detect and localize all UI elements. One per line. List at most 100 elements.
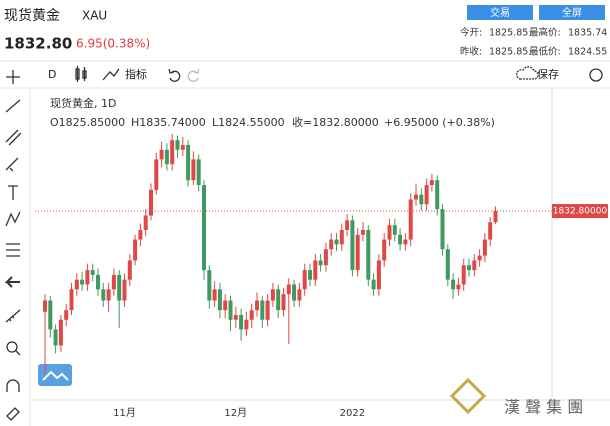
candle-body — [451, 279, 456, 290]
candle-body — [111, 274, 116, 290]
candle-body — [376, 260, 381, 290]
candle-icon[interactable] — [75, 66, 87, 82]
candle-body — [159, 149, 164, 160]
candle-body — [228, 300, 233, 320]
price-tag — [552, 204, 608, 219]
candle-body — [467, 265, 471, 271]
candle-body — [334, 239, 339, 245]
candle-body — [493, 211, 498, 223]
save[interactable]: 保存 — [537, 67, 559, 81]
candle-body — [80, 279, 85, 285]
stat-label: 最高价: — [529, 27, 561, 39]
candle-body — [202, 185, 206, 271]
candle-body — [239, 314, 244, 330]
trade-label[interactable]: 交易 — [490, 6, 510, 19]
candle-body — [186, 144, 191, 181]
candle-body — [308, 270, 312, 280]
candle-body — [392, 225, 397, 235]
candle-body — [286, 284, 291, 295]
candle-body — [445, 249, 450, 280]
candle-body — [69, 289, 74, 311]
candle-body — [255, 300, 259, 311]
candle-body — [101, 289, 106, 301]
candle-body — [398, 234, 403, 245]
stat-value: 1824.55 — [568, 47, 607, 58]
candle-body — [461, 265, 466, 285]
candle-body — [58, 319, 63, 346]
indicators[interactable]: 指标 — [125, 67, 147, 81]
trade-button[interactable] — [467, 5, 533, 20]
candle-body — [440, 209, 445, 250]
candle-body — [387, 225, 392, 240]
candle-body — [191, 159, 196, 181]
stat-value: 1825.85 — [489, 28, 528, 39]
candle-body — [90, 270, 95, 275]
candle-body — [355, 234, 360, 271]
candle-body — [43, 300, 47, 312]
candle-body — [74, 279, 79, 290]
legend-low: L1824.55000 — [212, 116, 285, 129]
change: 6.95(0.38%) — [76, 37, 150, 51]
candle-body — [133, 239, 138, 261]
legend-high: H1835.74000 — [131, 116, 206, 129]
candle-body — [64, 310, 69, 320]
candle-body — [482, 239, 487, 256]
candle-body — [472, 260, 477, 271]
stat-label: 最低价: — [529, 46, 561, 58]
undo[interactable] — [168, 68, 181, 82]
redo[interactable] — [187, 68, 200, 82]
candle-body — [488, 222, 493, 240]
legend-name: 现货黄金, 1D — [50, 96, 116, 110]
candle-body — [281, 294, 286, 311]
candle-body — [345, 220, 350, 230]
candle-body — [207, 270, 212, 301]
candle-body — [106, 289, 111, 301]
stat-label: 昨收: — [460, 46, 482, 58]
interval[interactable]: D — [48, 68, 56, 81]
candle-body — [477, 255, 482, 261]
legend-close: 收=1832.80000 — [292, 115, 379, 129]
stat-label: 今开: — [460, 27, 482, 39]
candle-body — [223, 300, 228, 311]
candle-body — [429, 180, 434, 186]
candle-body — [414, 194, 418, 200]
candle-body — [276, 289, 281, 311]
candle-body — [350, 220, 355, 271]
candle-body — [138, 229, 143, 240]
stat-value: 1835.74 — [568, 28, 607, 39]
fullscreen-label[interactable]: 全屏 — [562, 6, 582, 19]
candle-body — [154, 159, 159, 190]
candle-body — [149, 189, 153, 216]
cloud-icon[interactable] — [516, 66, 539, 80]
candle-body — [329, 239, 334, 250]
candle-body — [456, 284, 461, 290]
x-tick-label: 2022 — [340, 408, 365, 419]
candle-body — [361, 229, 365, 235]
candle-body — [217, 289, 222, 311]
candle-body — [403, 239, 408, 245]
logo-mark — [42, 370, 69, 381]
candle-body — [127, 260, 132, 280]
candle-body — [85, 270, 90, 285]
candle-body — [302, 270, 307, 290]
candle-body — [249, 310, 254, 320]
candle-body — [260, 300, 265, 320]
candle-body — [117, 274, 122, 301]
fullscreen-button[interactable] — [539, 5, 605, 20]
candle-body — [323, 249, 328, 266]
candle-body — [180, 144, 185, 150]
indicator-icon[interactable] — [102, 68, 120, 81]
candle-body — [366, 229, 371, 280]
candle-body — [175, 140, 180, 150]
left-toolbar[interactable] — [4, 70, 22, 421]
candle-body — [212, 289, 217, 301]
candle-body — [96, 274, 100, 290]
candle-body — [233, 314, 238, 320]
candle-body — [435, 180, 440, 210]
candle-body — [170, 140, 175, 165]
candle-body — [313, 260, 318, 280]
legend-open: O1825.85000 — [50, 116, 125, 129]
settings[interactable] — [589, 68, 603, 82]
candle-body — [292, 284, 297, 301]
